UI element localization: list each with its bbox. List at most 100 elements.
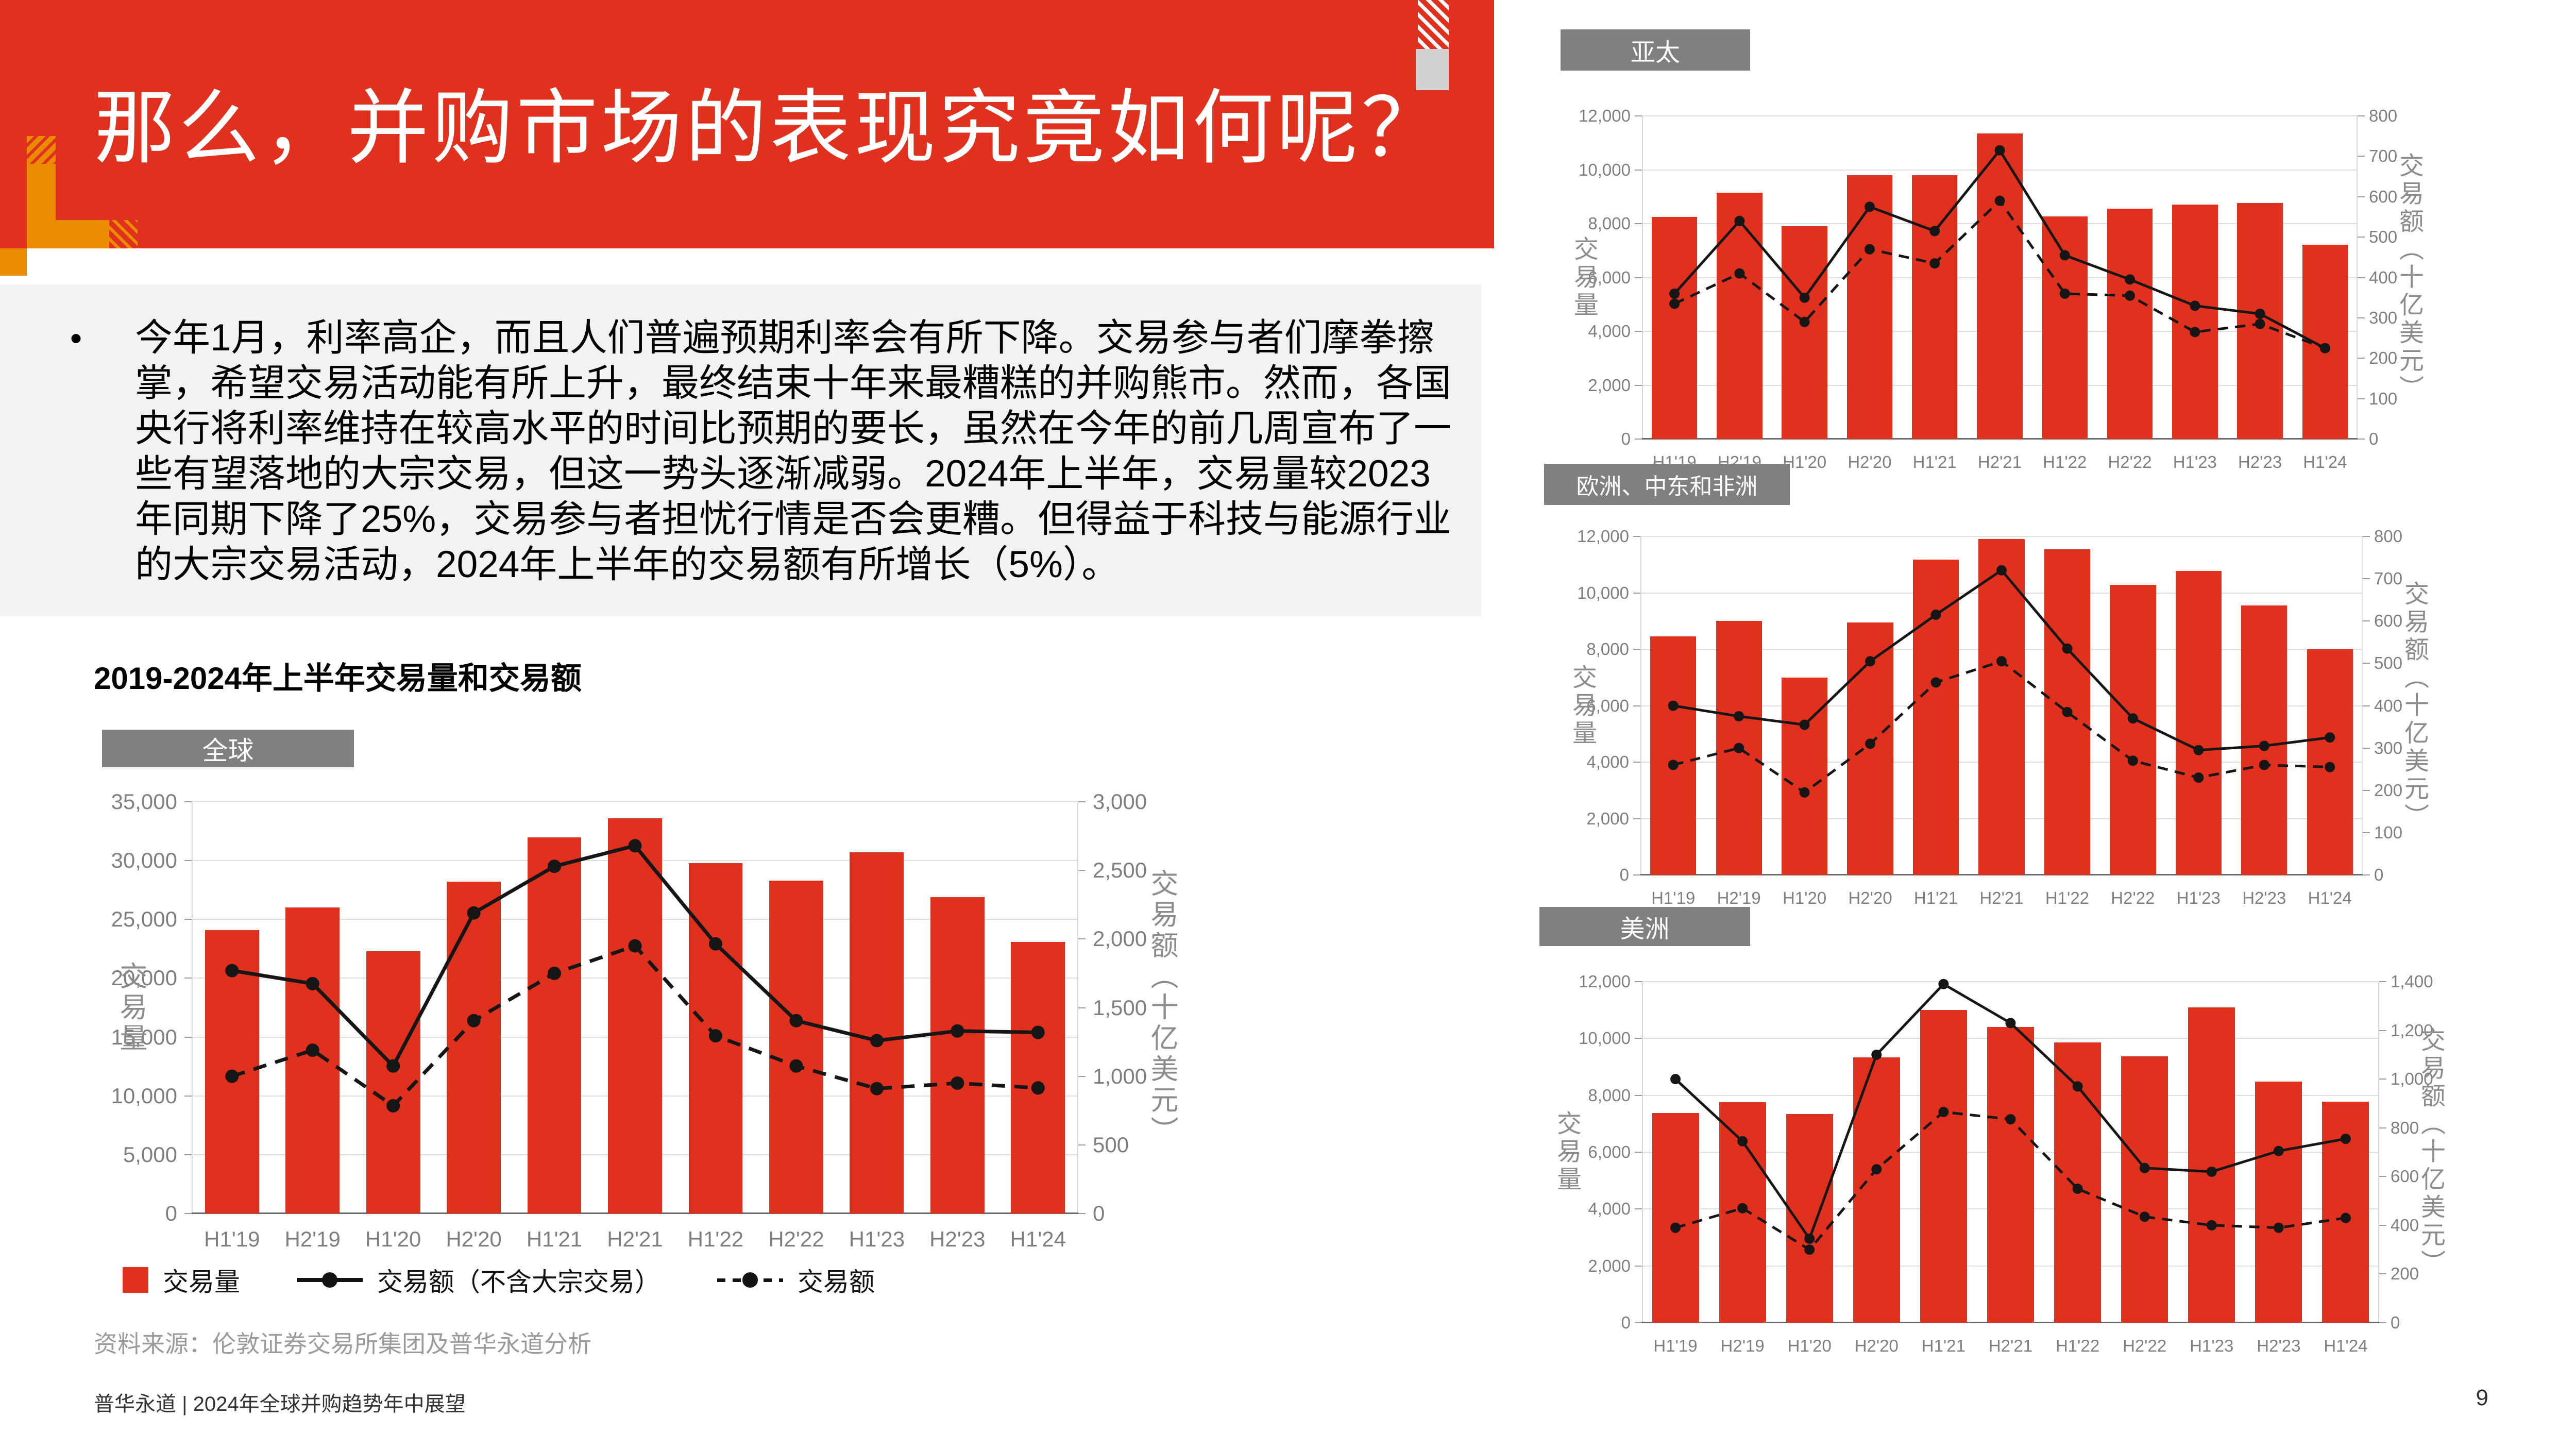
y-axis-line <box>2378 982 2379 1323</box>
bar <box>2172 205 2218 439</box>
tick-mark <box>1078 938 1086 940</box>
right-axis-title: 交易额（十亿美元） <box>2395 152 2422 403</box>
bar <box>2110 584 2156 875</box>
tick-mark <box>1078 1075 1086 1077</box>
x-axis-label: H1'20 <box>1783 452 1827 471</box>
data-point-marker <box>1031 1081 1045 1095</box>
bar <box>1650 636 1697 875</box>
data-point-marker <box>1799 292 1810 303</box>
x-axis-label: H2'20 <box>1848 888 1892 907</box>
bar <box>2107 208 2153 439</box>
data-point-marker <box>1804 1244 1815 1255</box>
data-point-marker <box>548 860 562 873</box>
tick-mark <box>1078 1144 1086 1145</box>
x-axis-label: H1'20 <box>1787 1336 1832 1355</box>
y-axis-tick-left: 35,000 <box>111 789 177 814</box>
data-point-marker <box>2206 1166 2217 1177</box>
data-point-marker <box>2125 290 2136 301</box>
tick-mark <box>2358 156 2365 157</box>
tick-mark <box>1078 1007 1086 1008</box>
y-axis-tick-left: 20,000 <box>111 966 177 990</box>
x-axis-label: H2'22 <box>2111 888 2155 907</box>
y-axis-tick-right: 200 <box>2369 348 2398 368</box>
tick-mark <box>184 1213 192 1214</box>
bar <box>769 880 823 1214</box>
x-axis-label: H1'19 <box>1653 1336 1698 1355</box>
dashed-line-series <box>1675 1110 2346 1252</box>
tick-mark <box>2363 874 2370 875</box>
x-axis-label: H2'22 <box>2123 1336 2167 1355</box>
tick-mark <box>184 1154 192 1155</box>
bar <box>850 852 904 1214</box>
tick-mark <box>1633 762 1640 763</box>
data-point-marker <box>2139 1162 2150 1173</box>
bar <box>1912 175 1958 439</box>
data-point-marker <box>2273 1222 2284 1233</box>
bar <box>366 951 420 1214</box>
bar <box>2241 605 2287 875</box>
y-axis-tick-left: 8,000 <box>1586 639 1629 659</box>
y-axis-tick-right: 600 <box>2369 187 2398 206</box>
bar <box>1920 1010 1967 1323</box>
chart-global: 0 5,000 10,000 15,000 20,000 25,000 30,000 35,0… <box>111 789 1147 1251</box>
x-axis-label: H1'21 <box>1912 452 1957 471</box>
x-axis-label: H1'23 <box>849 1227 905 1251</box>
chart-label-text: 亚太 <box>1630 39 1680 66</box>
x-axis-label: H1'22 <box>687 1227 744 1251</box>
y-axis-tick-right: 700 <box>2374 569 2403 588</box>
x-axis-label: H2'21 <box>607 1227 663 1251</box>
y-axis-tick-right: 600 <box>2391 1167 2419 1186</box>
tick-mark <box>2379 1322 2386 1323</box>
y-axis-tick-right: 300 <box>2369 308 2398 327</box>
y-axis-tick-left: 12,000 <box>1579 972 1631 991</box>
x-axis-label: H2'19 <box>1717 888 1761 907</box>
y-axis-tick-right: 800 <box>2374 527 2403 546</box>
bar <box>1978 539 2025 875</box>
x-axis-label: H1'21 <box>526 1227 583 1251</box>
x-axis-label: H2'19 <box>284 1227 341 1251</box>
orange-square-decoration <box>0 248 27 276</box>
bar <box>2255 1081 2302 1323</box>
y-axis-tick-right: 500 <box>1093 1132 1129 1157</box>
y-axis-tick-right: 1,000 <box>1093 1064 1147 1088</box>
tick-mark <box>2379 1176 2386 1177</box>
tick-mark <box>2379 1273 2386 1275</box>
chart-label-emea: 欧洲、中东和非洲 <box>1544 464 1790 505</box>
bar <box>1717 192 1762 439</box>
y-axis-tick-right: 200 <box>2391 1264 2419 1284</box>
tick-mark <box>2358 277 2365 278</box>
tick-mark <box>1635 277 1642 278</box>
x-axis-label: H2'23 <box>2242 888 2286 907</box>
body-line: 掌，希望交易活动能有所上升，最终结束十年来最糟糕的并购熊市。然而，各国 <box>135 362 1451 404</box>
tick-mark <box>2358 439 2365 440</box>
x-axis-label: H2'20 <box>1854 1336 1899 1355</box>
data-point-marker <box>1865 738 1876 749</box>
data-point-marker <box>2206 1220 2217 1231</box>
data-point-marker <box>225 964 239 978</box>
x-axis-label: H2'20 <box>446 1227 502 1251</box>
bar <box>285 907 340 1214</box>
tick-mark <box>2379 981 2386 982</box>
y-axis-tick-right: 800 <box>2391 1118 2419 1137</box>
y-axis-line <box>1640 536 1641 875</box>
y-axis-tick-left: 2,000 <box>1588 375 1631 395</box>
data-point-marker <box>1930 609 1941 620</box>
data-point-marker <box>1670 1074 1681 1085</box>
bar <box>447 882 501 1214</box>
data-point-marker <box>1737 1203 1748 1214</box>
y-axis-tick-right: 2,000 <box>1093 926 1147 951</box>
dashed-line-series <box>1673 660 2330 794</box>
right-axis-title: 交易额（十亿美元） <box>2400 580 2428 831</box>
data-point-marker <box>1799 316 1810 327</box>
x-axis-label: H2'20 <box>1848 452 1892 471</box>
data-point-marker <box>870 1034 884 1048</box>
y-axis-tick-left: 4,000 <box>1586 752 1629 771</box>
bar <box>1652 1113 1699 1323</box>
y-axis-tick-right: 3,000 <box>1093 789 1147 814</box>
data-point-marker <box>2072 1081 2083 1092</box>
x-axis-label: H1'22 <box>2043 452 2087 471</box>
data-point-marker <box>789 1014 803 1027</box>
tick-mark <box>2379 1079 2386 1080</box>
data-point-marker <box>2193 772 2204 783</box>
chart-label-apac: 亚太 <box>1561 29 1750 71</box>
